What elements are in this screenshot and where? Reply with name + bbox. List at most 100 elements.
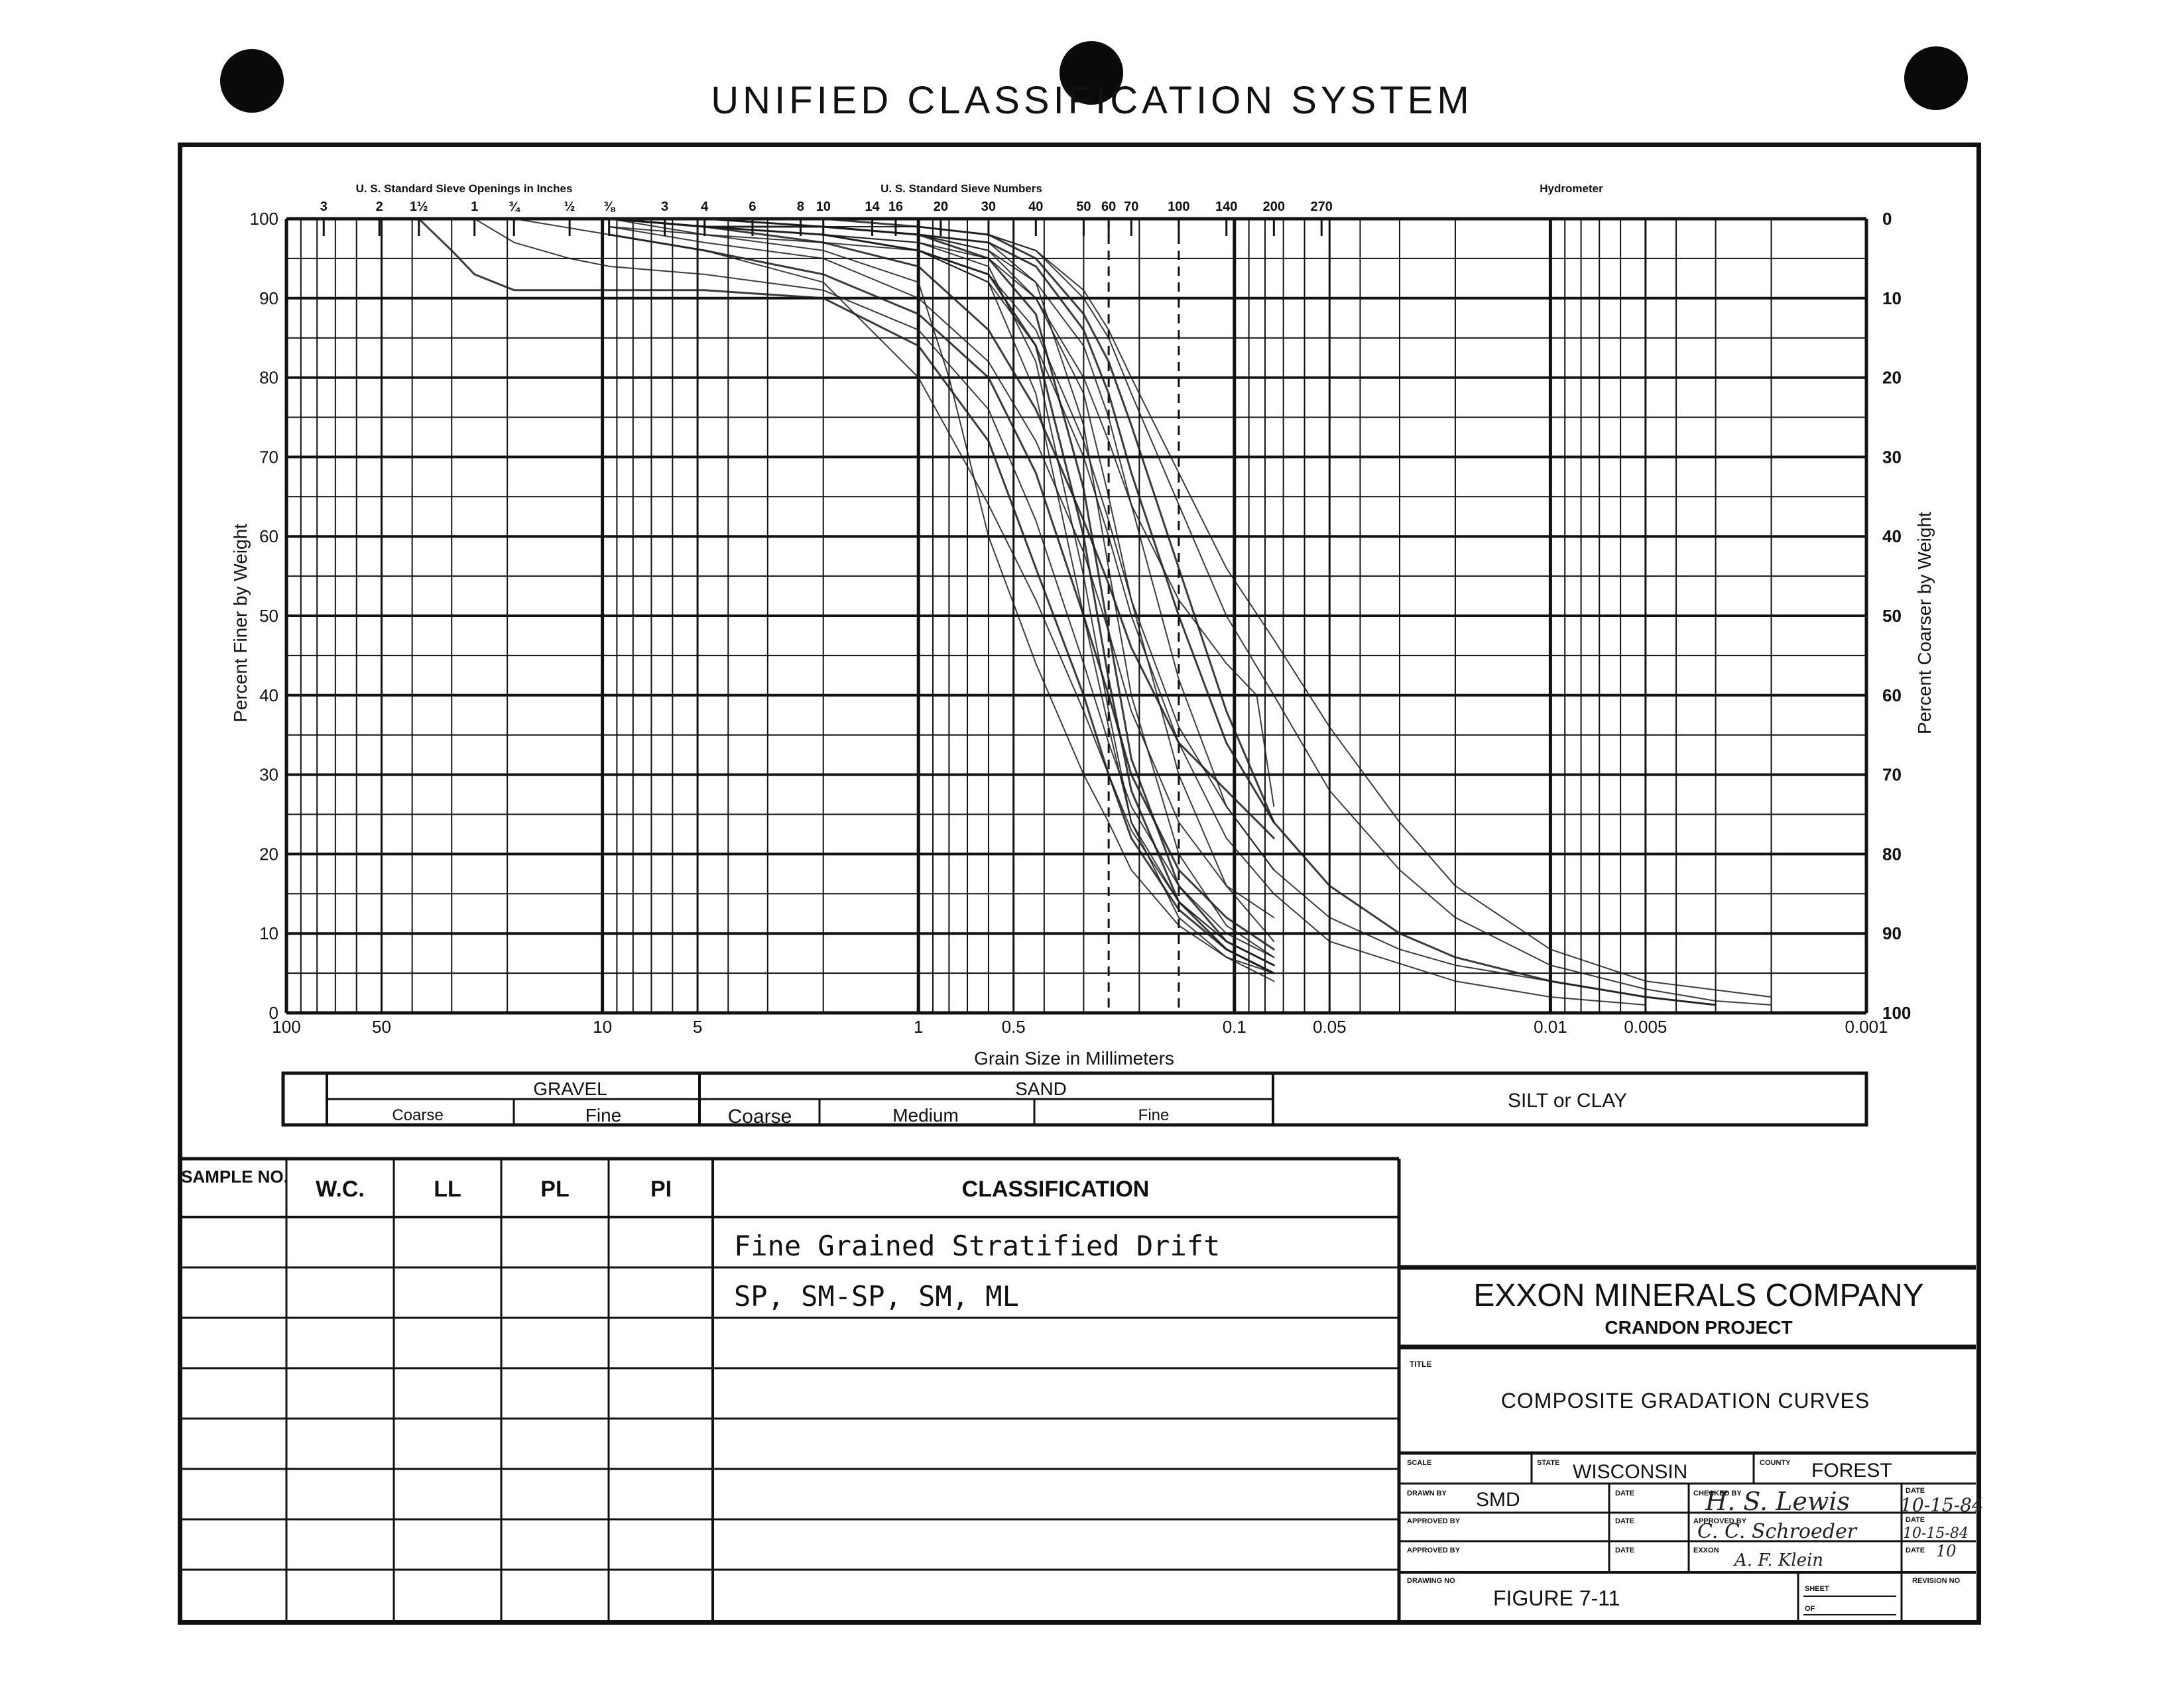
x-tick-label: 5 (693, 1017, 702, 1037)
gradation-curve (609, 218, 1772, 998)
chart-labels: 3 2 1½ 1 ¾ ½ ⅜ 3 4 6 8 10 14 16 20 30 40 50 60 70 100 140 200 2… (250, 200, 1911, 1037)
sieve-number-label: 30 (981, 200, 996, 214)
gradation-curves (418, 217, 1772, 1006)
gradation-curve (608, 233, 1275, 951)
y-tick-label-right: 100 (1882, 1003, 1911, 1023)
header-pi: PI (650, 1177, 672, 1202)
form-frame (178, 143, 1981, 1625)
y-tick-label-left: 40 (259, 685, 278, 705)
state-label: STATE (1537, 1459, 1559, 1467)
top-group-hydrometer: Hydrometer (1540, 182, 1603, 195)
y-tick-label-left: 50 (259, 606, 278, 626)
sieve-number-label: 10 (816, 200, 831, 214)
county-value: FOREST (1811, 1460, 1892, 1482)
y-axis-title-right: Percent Coarser by Weight (1914, 512, 1935, 734)
gradation-curve (609, 226, 1275, 919)
binder-hole-right (1904, 46, 1968, 110)
y-tick-label-right: 10 (1882, 288, 1902, 308)
x-tick-label: 0.005 (1624, 1017, 1667, 1037)
approved-by-label-2: APPROVED BY (1693, 1517, 1747, 1525)
checked-date-value: 10-15-84 (1900, 1494, 1984, 1516)
y-tick-label-right: 40 (1882, 526, 1902, 546)
sheet-label: SHEET (1805, 1585, 1829, 1593)
top-group-numbers: U. S. Standard Sieve Numbers (880, 182, 1042, 195)
state-value: WISCONSIN (1573, 1461, 1687, 1483)
drawn-date-label: DATE (1615, 1489, 1634, 1497)
binder-hole-center (1060, 41, 1123, 105)
company-name: EXXON MINERALS COMPANY (1473, 1278, 1923, 1313)
title-block (1399, 1265, 1976, 1620)
sieve-number-label: 40 (1028, 200, 1043, 214)
drawing-no-label: DRAWING NO (1407, 1577, 1455, 1585)
sieve-number-label: 60 (1101, 200, 1116, 214)
top-group-inches: U. S. Standard Sieve Openings in Inches (356, 182, 573, 195)
sample-table (182, 1157, 1401, 1620)
y-tick-label-right: 80 (1882, 844, 1902, 864)
y-tick-label-left: 100 (250, 209, 278, 229)
y-tick-label-right: 60 (1882, 685, 1902, 705)
band-gravel: GRAVEL (533, 1079, 607, 1099)
gradation-curve (608, 217, 1275, 839)
page-title: UNIFIED CLASSIFICATION SYSTEM (711, 79, 1473, 122)
sieve-inch-label: 3 (320, 200, 328, 214)
sieve-number-label: 270 (1311, 200, 1333, 214)
y-tick-label-right: 70 (1882, 765, 1902, 785)
approved-date-label-3: DATE (1615, 1546, 1634, 1554)
classification-row-2: SP, SM-SP, SM, ML (734, 1280, 1019, 1312)
approved-by-label-3: APPROVED BY (1407, 1546, 1461, 1554)
checked-date-label: DATE (1906, 1487, 1925, 1495)
sieve-inch-label: 1 (471, 200, 478, 214)
y-tick-label-left: 90 (259, 288, 278, 308)
x-tick-label: 0.01 (1534, 1017, 1567, 1037)
x-tick-label: 100 (272, 1017, 300, 1037)
drawn-by-value: SMD (1476, 1489, 1520, 1511)
band-sand-coarse: Coarse (728, 1106, 792, 1128)
sieve-number-label: 6 (749, 200, 756, 214)
gradation-curve (609, 218, 1717, 1006)
exxon-signature: A. F. Klein (1733, 1550, 1823, 1570)
x-tick-label: 50 (372, 1017, 391, 1037)
sieve-number-label: 20 (934, 200, 948, 214)
binder-hole-left (220, 49, 284, 113)
drawing-title: COMPOSITE GRADATION CURVES (1501, 1389, 1870, 1413)
y-tick-label-right: 0 (1882, 209, 1892, 229)
sieve-inch-label: 2 (376, 200, 383, 214)
y-tick-label-left: 80 (259, 368, 278, 388)
band-sand-medium: Medium (892, 1105, 959, 1126)
y-tick-label-right: 50 (1882, 606, 1902, 626)
x-tick-label: 0.5 (1002, 1017, 1026, 1037)
sieve-number-label: 50 (1076, 200, 1091, 214)
band-gravel-coarse: Coarse (392, 1106, 443, 1124)
sieve-number-label: 16 (888, 200, 903, 214)
approved-by-label-1: APPROVED BY (1407, 1517, 1461, 1525)
band-sand-fine: Fine (1138, 1106, 1170, 1124)
exxon-date-value: 10 (1936, 1542, 1957, 1560)
sieve-number-label: 200 (1263, 200, 1285, 214)
title-label: TITLE (1410, 1360, 1431, 1369)
gradation-curve (609, 218, 1275, 871)
gradation-curve (609, 218, 1275, 959)
gradation-curve (513, 218, 1275, 966)
sieve-number-label: 3 (661, 200, 668, 214)
x-tick-label: 1 (914, 1017, 923, 1037)
approved-date-label-1: DATE (1615, 1517, 1634, 1525)
y-tick-label-left: 10 (259, 923, 278, 943)
checked-by-label: CHECKED BY (1693, 1489, 1742, 1497)
exxon-date-label: DATE (1906, 1546, 1925, 1554)
y-tick-label-left: 30 (259, 765, 278, 785)
sieve-number-label: 4 (701, 200, 709, 214)
gradation-curve (418, 217, 1275, 974)
x-tick-label: 0.001 (1845, 1017, 1888, 1037)
soil-band (281, 1071, 1868, 1127)
sieve-number-label: 140 (1215, 200, 1237, 214)
sieve-inch-label: ¾ (509, 200, 521, 214)
y-tick-label-left: 60 (259, 526, 278, 546)
classification-row-1: Fine Grained Stratified Drift (734, 1230, 1220, 1262)
header-wc: W.C. (316, 1177, 365, 1202)
band-silt-clay: SILT or CLAY (1508, 1090, 1627, 1112)
gradation-curve (473, 218, 1275, 959)
sieve-number-label: 8 (797, 200, 804, 214)
approved-by-signature: C. C. Schroeder (1697, 1520, 1858, 1543)
gradation-curve (609, 218, 1275, 974)
band-gravel-fine: Fine (585, 1105, 621, 1126)
